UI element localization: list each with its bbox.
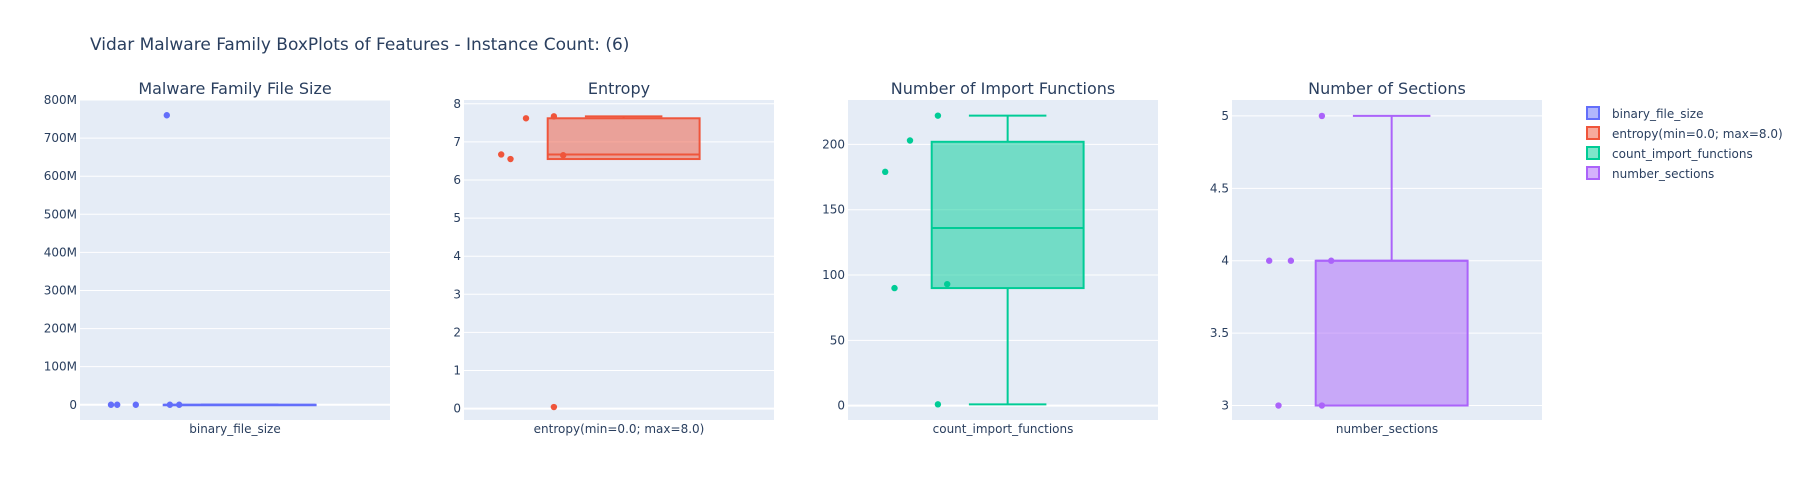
figure-title: Vidar Malware Family BoxPlots of Feature… [90,35,629,55]
y-tick-label: 50 [830,333,845,347]
y-tick-label: 700M [44,131,77,145]
data-point [163,112,170,119]
y-tick-label: 100 [822,268,845,282]
x-tick-label: binary_file_size [189,422,281,436]
data-point [522,115,530,122]
legend-item: binary_file_size [1586,106,1704,121]
data-point [1318,402,1326,409]
y-tick-label: 800M [44,93,77,107]
y-tick-label: 500M [44,207,77,221]
data-point [560,152,567,159]
legend-swatch [1586,106,1600,120]
legend-label: number_sections [1612,167,1714,181]
y-tick-label: 150 [822,203,845,217]
data-point [107,401,115,408]
y-tick-label: 200M [44,322,77,336]
data-point [934,112,942,119]
subplot-title: Number of Sections [1308,79,1466,98]
data-point [1328,257,1335,264]
legend-label: binary_file_size [1612,107,1704,121]
y-tick-label: 200 [822,137,845,151]
data-point [550,403,558,411]
data-point [1266,257,1273,264]
data-point [176,401,183,408]
iqr-box [546,117,701,161]
subplot-title: Entropy [588,79,650,98]
data-point [891,284,898,292]
data-point [1318,112,1326,120]
data-point [906,137,914,144]
legend-item: entropy(min=0.0; max=8.0) [1586,126,1783,141]
data-point [132,401,139,408]
x-tick-label: entropy(min=0.0; max=8.0) [534,422,705,436]
subplot-title: Number of Import Functions [891,79,1115,98]
subplot-4: 3 3.5 4 4.5 5 Number of Sections number_sectio… [1210,79,1542,436]
data-point [944,280,951,288]
y-tick-label: 0 [453,402,461,416]
y-tick-label: 5 [1221,109,1229,123]
data-point [166,401,174,408]
y-tick-label: 3 [453,287,461,301]
data-point [1287,257,1295,264]
y-tick-label: 600M [44,169,77,183]
y-tick-label: 5 [453,211,461,225]
y-tick-label: 7 [453,135,461,149]
data-point [507,155,514,163]
legend-item: number_sections [1586,166,1714,181]
x-tick-label: number_sections [1336,422,1438,436]
y-tick-label: 400M [44,245,77,259]
legend-swatch [1586,166,1600,180]
y-tick-label: 0 [837,399,845,413]
legend-label: count_import_functions [1612,147,1753,161]
data-point [934,401,942,408]
y-tick-label: 100M [44,360,77,374]
data-point [882,168,889,176]
subplot-3: 0 50 100 150 200 Number of Import Functions co… [822,79,1158,436]
legend-item: count_import_functions [1586,146,1753,161]
y-tick-label: 6 [453,173,461,187]
y-tick-label: 4.5 [1210,181,1229,195]
subplot-2: 0 1 2 3 4 5 6 7 8 Entropy entropy(min=0.0; max=8.0… [453,79,774,436]
legend-swatch [1586,126,1600,140]
iqr-box [1314,259,1469,407]
y-tick-label: 3.5 [1210,326,1229,340]
y-tick-label: 4 [1221,254,1229,268]
iqr-box [930,140,1085,290]
legend-label: entropy(min=0.0; max=8.0) [1612,127,1783,141]
data-point [114,401,121,408]
y-tick-label: 1 [453,363,461,377]
data-point [1275,402,1282,409]
y-tick-label: 0 [69,398,77,412]
data-point [498,151,505,158]
y-tick-label: 8 [453,97,461,111]
data-point [550,113,558,120]
plot-area [80,100,390,420]
legend-swatch [1586,146,1600,160]
y-tick-label: 3 [1221,399,1229,413]
y-tick-label: 300M [44,283,77,297]
subplot-title: Malware Family File Size [138,79,331,98]
subplot-1: 0 100M 200M 300M 400M 500M 600M 700M 800M Malware… [44,79,390,436]
y-tick-label: 4 [453,249,461,263]
x-tick-label: count_import_functions [933,422,1074,436]
y-tick-label: 2 [453,325,461,339]
